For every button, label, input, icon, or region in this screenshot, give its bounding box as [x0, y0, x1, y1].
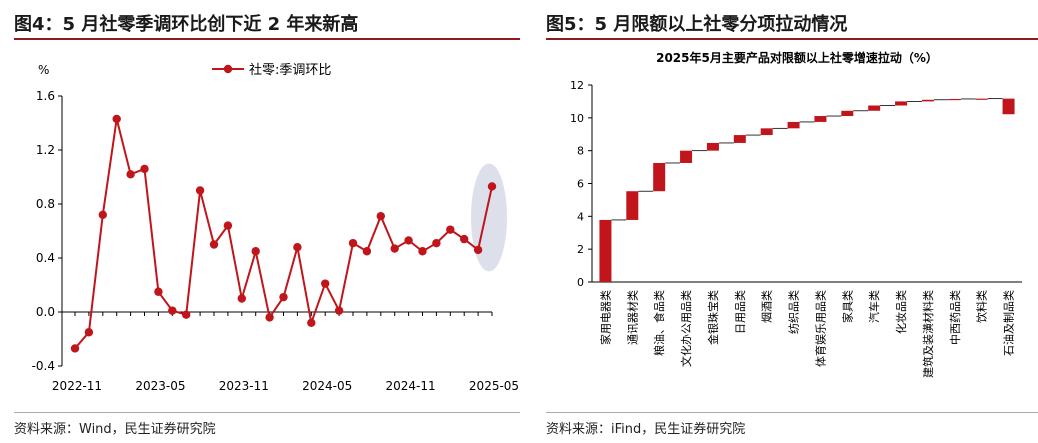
left-chart-panel: 图4：5 月社零季调环比创下近 2 年来新高 -0.4 0.0 0.4 0.8 1.2 1…	[14, 14, 520, 437]
data-point	[321, 279, 330, 288]
data-point	[209, 240, 219, 249]
category-label: 化妆品类	[894, 290, 908, 334]
y-axis-unit: %	[38, 63, 49, 77]
category-label: 家用电器类	[598, 290, 612, 345]
x-tick-label: 2023-05	[135, 379, 185, 393]
data-point	[293, 243, 302, 252]
highlight-ellipse	[471, 163, 507, 272]
waterfall-bar	[733, 135, 746, 143]
category-label: 家具类	[840, 290, 854, 323]
left-source-note: 资料来源：Wind，民生证券研究院	[14, 422, 216, 437]
y-tick-label: 10	[570, 112, 584, 125]
y-tick-label: 0	[577, 276, 584, 289]
y-tick-label: 8	[577, 145, 584, 158]
data-point	[376, 211, 385, 221]
x-tick-label: 2023-11	[219, 379, 269, 393]
y-tick-label: 2	[577, 243, 584, 256]
legend-marker	[223, 64, 233, 74]
right-source-note: 资料来源：iFind，民生证券研究院	[546, 422, 746, 437]
data-point	[126, 170, 135, 179]
waterfall-bar	[706, 142, 719, 151]
y-tick-label: -0.4	[32, 359, 55, 373]
data-point	[362, 247, 372, 256]
right-source-rule	[546, 412, 1038, 413]
right-chart-panel: 图5：5 月限额以上社零分项拉动情况 2025年5月主要产品对限额以上社零增速拉…	[532, 0, 1038, 443]
right-title-rule	[546, 38, 1038, 40]
category-label: 文化办公用品类	[679, 290, 693, 367]
x-tick-label: 2022-11	[52, 379, 102, 393]
waterfall-bar	[814, 116, 827, 122]
y-tick-label: 0.8	[36, 197, 55, 211]
left-title-rule	[14, 38, 520, 40]
y-tick-label: 4	[577, 210, 584, 223]
data-point	[348, 238, 358, 248]
x-tick-label: 2024-11	[386, 379, 436, 393]
y-tick-label: 0.0	[36, 305, 55, 319]
category-label: 建筑及装潢材料类	[921, 290, 935, 378]
data-point	[140, 164, 149, 174]
category-label: 粮油、食品类	[652, 290, 666, 356]
x-tick-label: 2025-05	[469, 379, 519, 393]
category-label: 通讯器材类	[625, 290, 639, 345]
left-figure-title: 图4：5 月社零季调环比创下近 2 年来新高	[14, 14, 359, 35]
y-tick-label: 1.2	[36, 143, 55, 157]
data-point	[279, 292, 288, 302]
category-label: 汽车类	[867, 290, 881, 323]
data-point	[334, 306, 344, 315]
category-label: 烟酒类	[760, 290, 774, 323]
data-point	[418, 247, 427, 256]
category-label: 金银珠宝类	[706, 290, 720, 345]
left-source-rule	[14, 412, 520, 413]
waterfall-chart: 2025年5月主要产品对限额以上社零增速拉动（%） 0 2 4 6 8 10 12 家用电器类通…	[570, 50, 1022, 378]
waterfall-bar	[680, 150, 693, 163]
waterfall-bar	[895, 101, 908, 106]
category-label: 中西药品类	[948, 290, 962, 345]
waterfall-bar	[760, 128, 773, 136]
data-point	[460, 234, 469, 244]
data-point	[168, 306, 177, 315]
waterfall-bar	[841, 110, 854, 117]
y-tick-label: 6	[577, 178, 584, 191]
data-point	[223, 221, 233, 230]
waterfall-bar	[653, 162, 666, 192]
waterfall-bar	[948, 98, 961, 101]
data-point	[237, 294, 246, 303]
line-chart: -0.4 0.0 0.4 0.8 1.2 1.6% 2022-11 2023-05 2023-1…	[32, 62, 519, 393]
data-point	[195, 186, 205, 195]
y-tick-label: 1.6	[36, 89, 55, 103]
waterfall-bar	[975, 98, 988, 100]
waterfall-bar	[787, 121, 800, 129]
data-point	[390, 244, 399, 253]
data-point	[251, 247, 260, 256]
data-point	[265, 313, 274, 322]
data-point	[404, 236, 413, 245]
data-point	[112, 114, 121, 124]
waterfall-bar	[599, 219, 612, 282]
data-point	[70, 344, 80, 353]
data-point	[307, 318, 316, 327]
waterfall-bar	[868, 105, 881, 111]
legend-label: 社零:季调环比	[249, 62, 331, 78]
chart-title: 2025年5月主要产品对限额以上社零增速拉动（%）	[656, 50, 938, 65]
data-point	[432, 238, 441, 248]
category-label: 石油及制品类	[1002, 290, 1016, 356]
data-point	[487, 182, 497, 191]
category-label: 体育娱乐用品类	[813, 290, 827, 367]
waterfall-bar	[921, 99, 934, 102]
data-point	[182, 310, 191, 319]
y-tick-label: 0.4	[36, 251, 55, 265]
data-point	[446, 225, 455, 234]
category-label: 饮料类	[975, 290, 989, 323]
waterfall-bar	[1002, 98, 1015, 115]
data-point	[98, 210, 108, 219]
category-label: 日用品类	[733, 290, 747, 334]
right-figure-title: 图5：5 月限额以上社零分项拉动情况	[546, 14, 848, 35]
x-tick-label: 2024-05	[302, 379, 352, 393]
category-label: 纺织品类	[787, 290, 801, 334]
data-point	[473, 245, 483, 255]
data-point	[84, 328, 94, 337]
y-tick-label: 12	[570, 79, 584, 92]
data-point	[154, 287, 163, 296]
waterfall-bar	[626, 191, 639, 220]
